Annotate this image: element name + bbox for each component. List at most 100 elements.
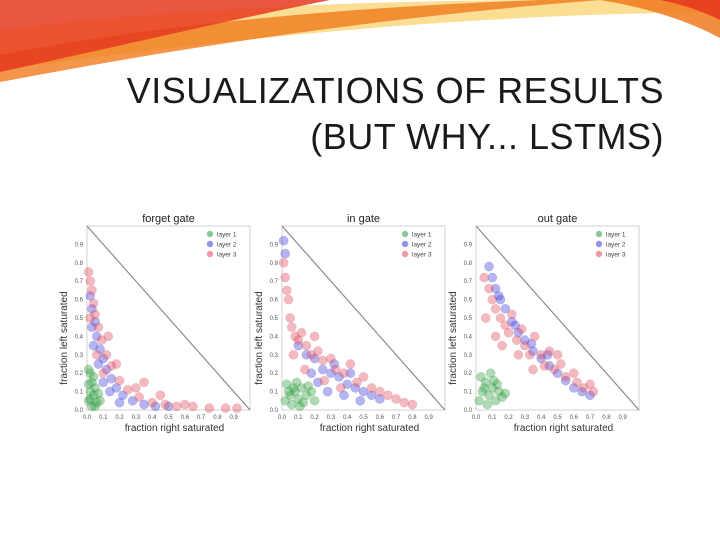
data-point-layer-2 <box>577 386 587 397</box>
legend-label: layer 2 <box>606 242 626 249</box>
data-point-layer-3 <box>278 257 289 268</box>
data-point-layer-3 <box>497 340 507 351</box>
data-point-layer-1 <box>87 377 97 388</box>
data-point-layer-3 <box>91 349 102 360</box>
data-point-layer-2 <box>127 395 138 406</box>
data-point-layer-2 <box>301 349 312 360</box>
data-point-layer-2 <box>528 346 538 356</box>
data-point-layer-2 <box>309 353 320 364</box>
data-point-layer-2 <box>495 294 506 305</box>
data-point-layer-3 <box>93 322 104 333</box>
data-point-layer-2 <box>322 386 333 397</box>
x-tick-label: 0.3 <box>521 415 530 421</box>
x-tick-label: 0.1 <box>294 415 303 421</box>
data-point-layer-2 <box>278 235 289 246</box>
data-point-layer-1 <box>309 395 320 406</box>
x-tick-label: 0.3 <box>132 415 141 421</box>
data-point-layer-1 <box>95 395 105 406</box>
data-point-layer-1 <box>482 399 493 410</box>
data-point-layer-2 <box>526 338 537 349</box>
x-tick-label: 0.5 <box>359 415 368 421</box>
legend-label: layer 3 <box>217 252 237 259</box>
scatter-panel-1: forget gate 0.0 0.1 0.2 0.3 0.4 0.5 0.6 0.7 0.8 0.… <box>59 213 251 434</box>
data-point-layer-3 <box>188 401 198 412</box>
data-point-layer-3 <box>204 403 215 414</box>
data-point-layer-3 <box>399 397 410 408</box>
x-tick-label: 0.5 <box>553 415 562 421</box>
y-tick-label: 0.1 <box>270 390 279 396</box>
x-tick-label: 0.6 <box>570 415 579 421</box>
x-tick-label: 0.7 <box>197 415 206 421</box>
data-point-layer-3 <box>106 360 117 371</box>
x-tick-label: 0.1 <box>99 415 108 421</box>
data-point-layer-1 <box>288 383 299 393</box>
data-point-layer-1 <box>293 394 304 404</box>
data-point-layer-3 <box>560 372 571 382</box>
data-point-layer-3 <box>83 267 94 277</box>
data-point-layer-2 <box>306 368 317 379</box>
data-point-layer-2 <box>513 327 524 338</box>
y-tick-label: 0.4 <box>270 334 279 340</box>
data-point-layer-3 <box>171 401 182 412</box>
data-point-layer-3 <box>345 359 356 369</box>
data-point-layer-3 <box>524 349 535 360</box>
data-point-layer-3 <box>85 313 96 323</box>
data-point-layer-3 <box>98 368 109 379</box>
data-point-layer-1 <box>485 368 496 379</box>
y-axis-label: fraction left saturated <box>59 291 70 384</box>
y-tick-label: 0.4 <box>464 334 473 340</box>
scatter-panel-3: out gate 0.0 0.1 0.2 0.3 0.4 0.5 0.6 0.7 0.8 0.9 0.… <box>448 213 640 434</box>
y-tick-label: 0.8 <box>464 261 473 267</box>
chart-title: forget gate <box>142 213 195 225</box>
data-point-layer-2 <box>326 368 336 379</box>
x-axis-label: fraction right saturated <box>125 423 225 434</box>
y-axis-label: fraction left saturated <box>254 291 265 384</box>
y-tick-label: 0.9 <box>270 242 279 248</box>
data-point-layer-3 <box>96 335 107 345</box>
chart-title: in gate <box>347 213 380 225</box>
data-point-layer-3 <box>552 349 563 360</box>
data-point-layer-1 <box>484 390 494 401</box>
data-point-layer-1 <box>83 379 94 390</box>
swoosh-red <box>0 0 330 72</box>
data-point-layer-2 <box>507 316 517 327</box>
x-tick-label: 0.7 <box>586 415 595 421</box>
data-point-layer-1 <box>286 399 297 410</box>
data-point-layer-3 <box>511 335 522 345</box>
data-point-layer-1 <box>280 395 291 406</box>
data-point-layer-3 <box>555 359 566 369</box>
data-point-layer-1 <box>83 395 94 406</box>
data-point-layer-2 <box>93 359 104 369</box>
legend-marker <box>595 240 603 248</box>
data-point-layer-2 <box>85 291 96 301</box>
data-point-layer-1 <box>490 395 501 406</box>
y-tick-label: 0.3 <box>270 353 279 359</box>
data-point-layer-2 <box>313 377 323 388</box>
data-point-layer-1 <box>479 383 489 393</box>
chart-title: out gate <box>538 213 578 225</box>
data-point-layer-2 <box>98 377 109 388</box>
data-point-layer-3 <box>490 331 501 342</box>
data-point-layer-3 <box>503 327 514 338</box>
data-point-layer-2 <box>552 368 563 379</box>
data-point-layer-3 <box>549 364 560 375</box>
data-point-layer-1 <box>90 401 101 412</box>
data-point-layer-3 <box>495 313 506 323</box>
y-tick-label: 0.6 <box>75 298 84 304</box>
data-point-layer-2 <box>366 390 377 401</box>
data-point-layer-3 <box>330 364 341 375</box>
data-point-layer-3 <box>87 285 97 296</box>
data-point-layer-3 <box>572 377 582 388</box>
legend-marker <box>206 250 214 258</box>
data-point-layer-1 <box>285 390 295 401</box>
x-tick-label: 0.6 <box>376 415 385 421</box>
data-point-layer-3 <box>520 340 530 351</box>
data-point-layer-1 <box>477 386 488 397</box>
data-point-layer-1 <box>90 383 101 393</box>
data-point-layer-3 <box>326 353 336 364</box>
x-tick-label: 0.2 <box>310 415 319 421</box>
data-point-layer-1 <box>298 397 309 408</box>
data-point-layer-2 <box>150 401 161 412</box>
diagonal-line <box>281 225 446 411</box>
data-point-layer-3 <box>306 349 317 360</box>
